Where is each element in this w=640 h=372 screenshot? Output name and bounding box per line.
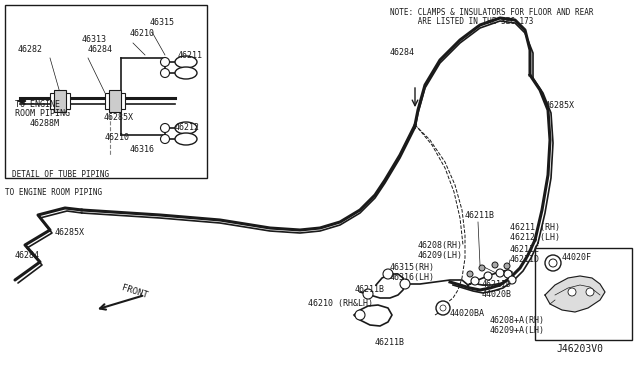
Text: 46208+A(RH): 46208+A(RH) bbox=[490, 316, 545, 325]
Circle shape bbox=[161, 68, 170, 77]
Circle shape bbox=[467, 271, 473, 277]
Circle shape bbox=[492, 262, 498, 268]
Circle shape bbox=[586, 288, 594, 296]
Text: DETAIL OF TUBE PIPING: DETAIL OF TUBE PIPING bbox=[12, 170, 109, 179]
Text: 46211B: 46211B bbox=[355, 285, 385, 294]
Circle shape bbox=[496, 269, 504, 277]
Text: 44020B: 44020B bbox=[482, 290, 512, 299]
Text: 46210: 46210 bbox=[130, 29, 155, 38]
Text: 46285X: 46285X bbox=[104, 113, 134, 122]
Text: NOTE: CLAMPS & INSULATORS FOR FLOOR AND REAR: NOTE: CLAMPS & INSULATORS FOR FLOOR AND … bbox=[390, 8, 593, 17]
Text: 46316(LH): 46316(LH) bbox=[390, 273, 435, 282]
Circle shape bbox=[484, 272, 492, 280]
Circle shape bbox=[471, 277, 479, 285]
Text: 46315(RH): 46315(RH) bbox=[390, 263, 435, 272]
Circle shape bbox=[161, 124, 170, 132]
Circle shape bbox=[383, 269, 393, 279]
Circle shape bbox=[436, 301, 450, 315]
Circle shape bbox=[400, 279, 410, 289]
Ellipse shape bbox=[175, 122, 197, 134]
Text: 46209+A(LH): 46209+A(LH) bbox=[490, 326, 545, 335]
Circle shape bbox=[161, 58, 170, 67]
Text: 46211: 46211 bbox=[178, 51, 203, 60]
Text: 46210 (RH&LH): 46210 (RH&LH) bbox=[308, 299, 373, 308]
Ellipse shape bbox=[175, 67, 197, 79]
Text: 46211B: 46211B bbox=[375, 338, 405, 347]
Circle shape bbox=[549, 259, 557, 267]
Circle shape bbox=[440, 305, 446, 311]
Text: 46285X: 46285X bbox=[55, 228, 85, 237]
Text: 46210: 46210 bbox=[105, 133, 130, 142]
Circle shape bbox=[545, 255, 561, 271]
Ellipse shape bbox=[175, 56, 197, 68]
Circle shape bbox=[504, 270, 512, 278]
Text: 46284: 46284 bbox=[15, 251, 40, 260]
Circle shape bbox=[479, 265, 485, 271]
Text: 46313: 46313 bbox=[82, 35, 107, 44]
Circle shape bbox=[355, 310, 365, 320]
Text: 44020BA: 44020BA bbox=[450, 309, 485, 318]
Text: 46284: 46284 bbox=[88, 45, 113, 54]
Bar bbox=[5, 5, 207, 178]
Text: FRONT: FRONT bbox=[120, 283, 148, 300]
Text: 46282: 46282 bbox=[18, 45, 43, 54]
Text: ROOM PIPING: ROOM PIPING bbox=[15, 109, 70, 118]
Circle shape bbox=[161, 135, 170, 144]
Text: J46203V0: J46203V0 bbox=[556, 344, 603, 354]
Text: 46212 (LH): 46212 (LH) bbox=[510, 233, 560, 242]
Text: 46315: 46315 bbox=[150, 18, 175, 27]
Text: 46316: 46316 bbox=[130, 145, 155, 154]
Circle shape bbox=[508, 276, 516, 284]
Text: TO ENGINE: TO ENGINE bbox=[15, 100, 60, 109]
Text: 46208(RH): 46208(RH) bbox=[418, 241, 463, 250]
Circle shape bbox=[363, 289, 373, 299]
Text: 46211C: 46211C bbox=[510, 245, 540, 254]
Text: 46211D: 46211D bbox=[482, 280, 512, 289]
Text: 46285X: 46285X bbox=[545, 101, 575, 110]
Bar bbox=[109, 90, 121, 112]
Bar bbox=[535, 248, 632, 340]
Text: 46284: 46284 bbox=[390, 48, 415, 57]
Text: 44020F: 44020F bbox=[562, 253, 592, 262]
Text: 46288M: 46288M bbox=[30, 119, 60, 128]
Text: 46209(LH): 46209(LH) bbox=[418, 251, 463, 260]
Bar bbox=[50, 93, 70, 109]
Text: TO ENGINE ROOM PIPING: TO ENGINE ROOM PIPING bbox=[5, 188, 102, 197]
Circle shape bbox=[568, 288, 576, 296]
Ellipse shape bbox=[175, 133, 197, 145]
Polygon shape bbox=[545, 276, 605, 312]
Circle shape bbox=[504, 263, 510, 269]
Text: ARE LISTED IN THE SEC.173: ARE LISTED IN THE SEC.173 bbox=[390, 17, 533, 26]
Bar bbox=[105, 93, 125, 109]
Text: 46211D: 46211D bbox=[510, 255, 540, 264]
Bar bbox=[54, 90, 66, 112]
Text: 46212: 46212 bbox=[175, 123, 200, 132]
Text: 46211 (RH): 46211 (RH) bbox=[510, 223, 560, 232]
Text: 46211B: 46211B bbox=[465, 211, 495, 220]
